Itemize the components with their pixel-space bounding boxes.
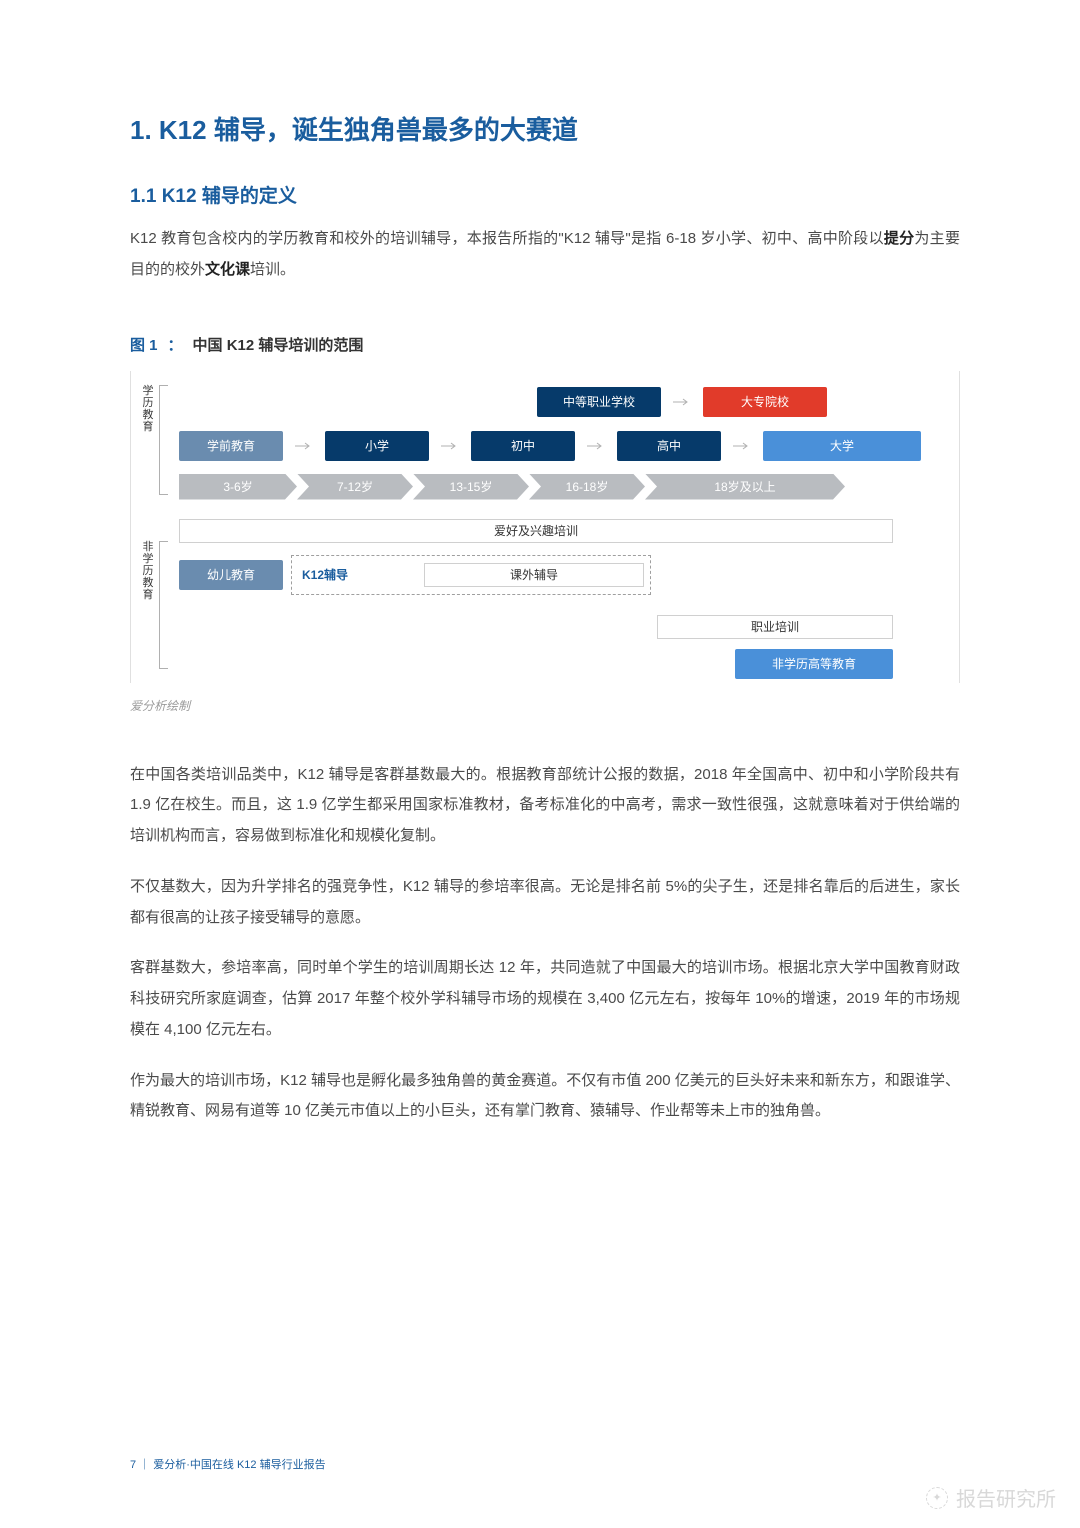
vlabel-academic-text: 学历教育 — [143, 385, 154, 433]
figure-1-diagram: 学历教育 非学历教育 中等职业学校 大专院校 学前教育 小学 初中 高中 大学 3-6岁… — [130, 371, 960, 683]
vlabel-nonacademic-text: 非学历教育 — [143, 541, 154, 601]
diagram-row-k12: 幼儿教育 K12辅导 课外辅导 — [179, 553, 937, 597]
watermark-text: 报告研究所 — [956, 1483, 1056, 1512]
watermark-icon: ✦ — [926, 1487, 948, 1509]
intro-text-tail: 培训。 — [250, 261, 295, 278]
body-paragraph: 在中国各类培训品类中，K12 辅导是客群基数最大的。根据教育部统计公报的数据，2… — [130, 760, 960, 852]
band-extra-tutoring: 课外辅导 — [424, 563, 644, 587]
vlabel-academic: 学历教育 — [141, 385, 155, 495]
page-footer: 7 ｜ 爱分析·中国在线 K12 辅导行业报告 — [130, 1456, 326, 1472]
section-heading-1-1: 1.1 K12 辅导的定义 — [130, 181, 960, 208]
age-chevron: 16-18岁 — [529, 474, 645, 500]
chip-stage: 小学 — [325, 431, 429, 461]
arrow-icon — [675, 401, 689, 403]
figure-source: 爱分析绘制 — [130, 697, 960, 714]
intro-bold-2: 文化课 — [205, 261, 250, 278]
chip-nonacad-higher: 非学历高等教育 — [735, 649, 893, 679]
chip-stage: 高中 — [617, 431, 721, 461]
diagram-row-stages: 学前教育 小学 初中 高中 大学 — [179, 429, 937, 463]
chip-stage: 初中 — [471, 431, 575, 461]
intro-text-a: K12 教育包含校内的学历教育和校外的培训辅导，本报告所指的"K12 辅导"是指… — [130, 230, 884, 247]
vlabel-nonacademic: 非学历教育 — [141, 541, 155, 669]
figure-1-title: 图 1 ： 中国 K12 辅导培训的范围 — [130, 334, 960, 355]
band-career: 职业培训 — [657, 615, 893, 639]
intro-paragraph: K12 教育包含校内的学历教育和校外的培训辅导，本报告所指的"K12 辅导"是指… — [130, 224, 960, 286]
arrow-icon — [735, 445, 749, 447]
k12-box-label: K12辅导 — [302, 566, 348, 583]
figure-title-text: 中国 K12 辅导培训的范围 — [193, 334, 364, 355]
diagram-row-top: 中等职业学校 大专院校 — [537, 385, 937, 419]
arrow-icon — [297, 445, 311, 447]
chip-stage: 大学 — [763, 431, 921, 461]
chip-college: 大专院校 — [703, 387, 827, 417]
watermark: ✦ 报告研究所 — [926, 1483, 1056, 1512]
arrow-icon — [443, 445, 457, 447]
body-paragraph: 客群基数大，参培率高，同时单个学生的培训周期长达 12 年，共同造就了中国最大的… — [130, 953, 960, 1045]
intro-bold-1: 提分 — [884, 230, 915, 247]
age-chevron: 3-6岁 — [179, 474, 297, 500]
k12-dashed-box: K12辅导 课外辅导 — [291, 555, 651, 595]
diagram-row-ages: 3-6岁7-12岁13-15岁16-18岁18岁及以上 — [179, 473, 937, 501]
body-paragraph: 作为最大的培训市场，K12 辅导也是孵化最多独角兽的黄金赛道。不仅有市值 200… — [130, 1066, 960, 1128]
section-heading-1: 1. K12 辅导，诞生独角兽最多的大赛道 — [130, 110, 960, 147]
age-chevron: 7-12岁 — [297, 474, 413, 500]
band-hobby: 爱好及兴趣培训 — [179, 519, 893, 543]
age-chevron: 18岁及以上 — [645, 474, 845, 500]
chip-early-edu: 幼儿教育 — [179, 560, 283, 590]
chip-stage: 学前教育 — [179, 431, 283, 461]
arrow-icon — [589, 445, 603, 447]
chip-vocational: 中等职业学校 — [537, 387, 661, 417]
figure-number: 图 1 — [130, 334, 158, 355]
figure-colon: ： — [168, 334, 183, 355]
body-paragraph: 不仅基数大，因为升学排名的强竞争性，K12 辅导的参培率很高。无论是排名前 5%… — [130, 872, 960, 934]
age-chevron: 13-15岁 — [413, 474, 529, 500]
